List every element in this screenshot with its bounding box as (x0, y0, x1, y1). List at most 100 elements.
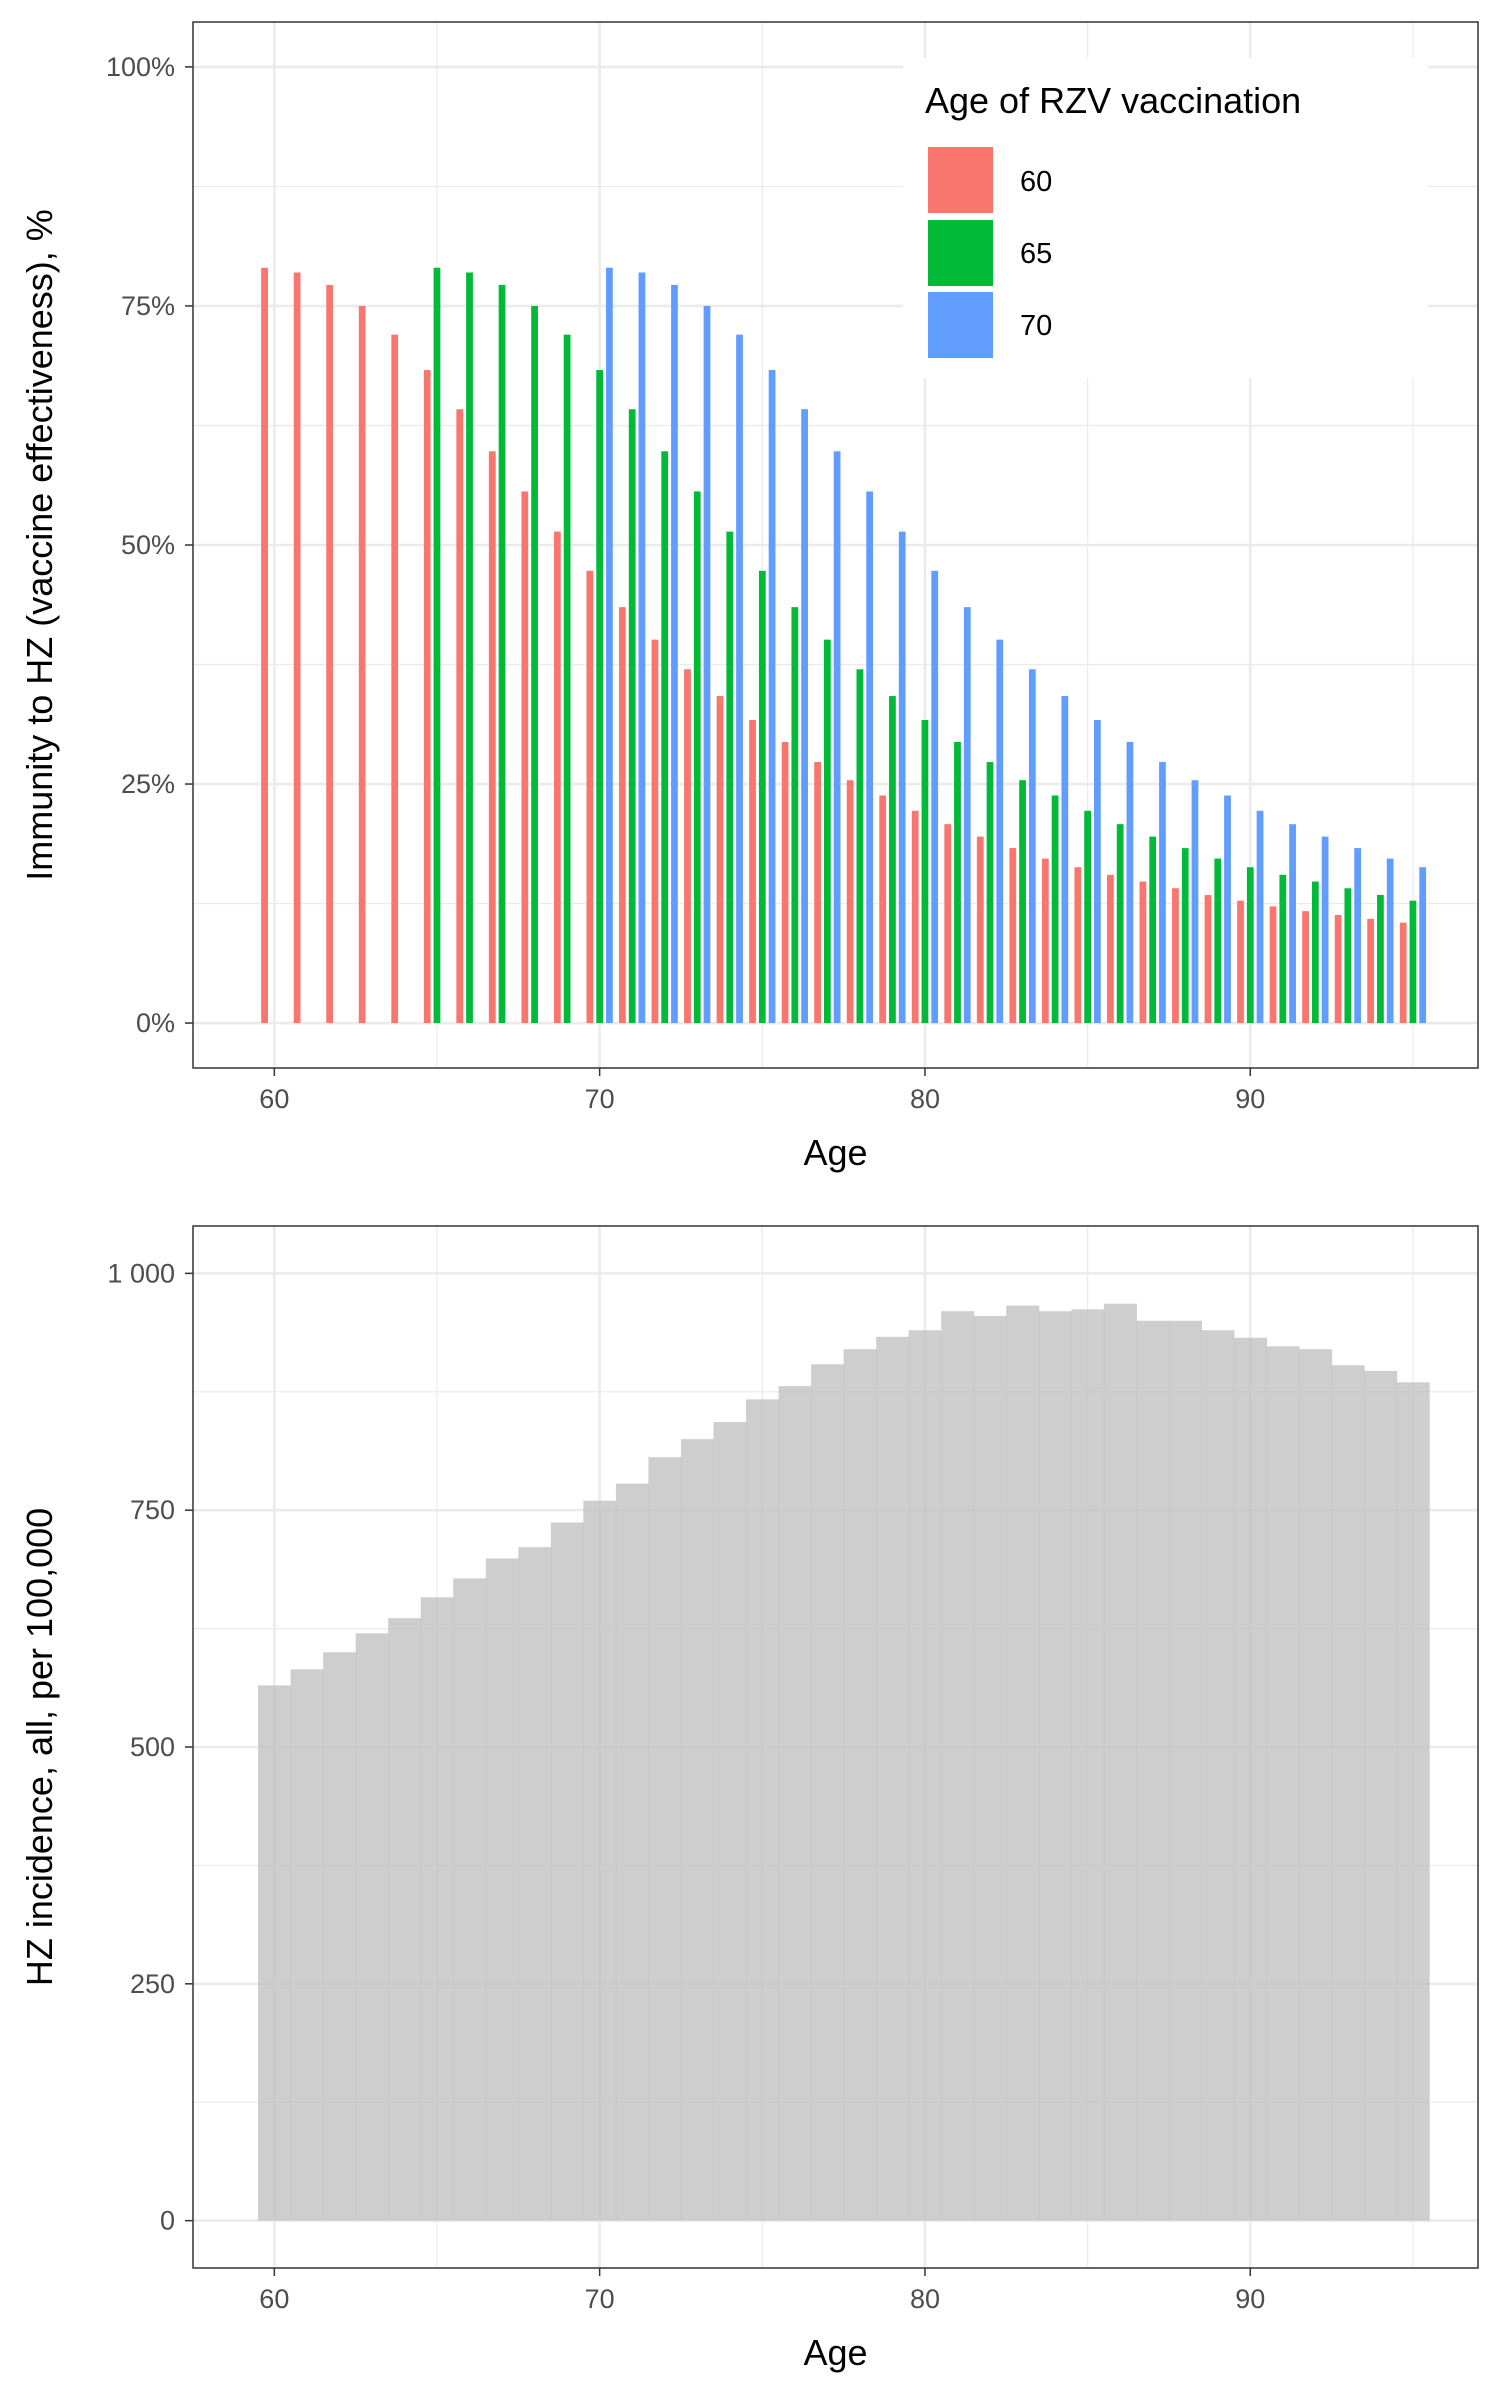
incidence-y-axis: 0 250 500 750 1 000 (107, 1258, 193, 2236)
incidence-bar-age-69 (550, 1522, 584, 2221)
bar-vacc-60-age-65 (423, 370, 431, 1024)
immunity-x-tick-label: 70 (585, 1084, 615, 1114)
bar-vacc-65-age-87 (1149, 836, 1157, 1024)
bar-vacc-60-age-83 (1009, 848, 1017, 1024)
incidence-bar-age-77 (811, 1364, 845, 2221)
incidence-bar-age-72 (648, 1457, 682, 2221)
incidence-bar-age-78 (843, 1349, 877, 2221)
bar-vacc-65-age-69 (563, 334, 571, 1024)
bar-vacc-60-age-75 (749, 719, 756, 1024)
bar-vacc-60-age-73 (684, 669, 691, 1024)
incidence-bar-age-92 (1299, 1349, 1333, 2221)
bar-vacc-65-age-84 (1051, 795, 1059, 1024)
incidence-bar-age-86 (1103, 1303, 1137, 2221)
bar-vacc-65-age-85 (1084, 810, 1091, 1024)
legend-key-65 (928, 220, 993, 286)
bar-vacc-60-age-88 (1172, 888, 1179, 1024)
bar-vacc-60-age-89 (1204, 894, 1212, 1024)
bar-vacc-60-age-68 (521, 491, 529, 1024)
bar-vacc-70-age-72 (671, 284, 678, 1024)
bar-vacc-60-age-80 (911, 810, 919, 1024)
incidence-bar-age-82 (973, 1315, 1007, 2221)
bar-vacc-70-age-85 (1094, 719, 1101, 1024)
incidence-x-tick-label: 60 (259, 2284, 289, 2314)
legend-key-70 (928, 292, 993, 358)
bar-vacc-70-age-71 (638, 272, 646, 1024)
bar-vacc-65-age-80 (921, 719, 929, 1024)
bar-vacc-60-age-86 (1107, 874, 1114, 1024)
bar-vacc-65-age-73 (693, 491, 701, 1024)
incidence-bar-age-93 (1331, 1365, 1365, 2221)
bar-vacc-65-age-79 (889, 696, 896, 1024)
incidence-bar-age-61 (290, 1669, 324, 2221)
legend-label-70: 70 (1020, 310, 1052, 342)
immunity-bars (261, 267, 1427, 1024)
bar-vacc-60-age-84 (1041, 858, 1049, 1024)
incidence-y-tick-label: 750 (130, 1495, 175, 1525)
bar-vacc-65-age-93 (1344, 888, 1352, 1024)
immunity-y-axis: 0% 25% 50% 75% 100% (106, 52, 193, 1038)
bar-vacc-60-age-92 (1302, 911, 1309, 1024)
bar-vacc-60-age-93 (1334, 915, 1342, 1024)
bar-vacc-60-age-95 (1399, 922, 1407, 1024)
bar-vacc-65-age-94 (1377, 894, 1384, 1024)
bar-vacc-60-age-85 (1074, 867, 1082, 1024)
incidence-bar-age-80 (908, 1330, 942, 2221)
immunity-x-tick-label: 90 (1235, 1084, 1265, 1114)
immunity-x-tick-label: 80 (910, 1084, 940, 1114)
bar-vacc-70-age-90 (1256, 810, 1264, 1024)
bar-vacc-65-age-67 (498, 284, 506, 1024)
bar-vacc-70-age-83 (1028, 669, 1036, 1024)
bar-vacc-70-age-92 (1321, 836, 1329, 1024)
bar-vacc-70-age-77 (833, 451, 841, 1024)
bar-vacc-70-age-89 (1224, 795, 1231, 1024)
bar-vacc-60-age-67 (488, 451, 496, 1024)
incidence-bar-age-73 (680, 1439, 715, 2221)
bar-vacc-65-age-65 (433, 267, 441, 1024)
incidence-bar-age-79 (876, 1336, 910, 2221)
bar-vacc-60-age-60 (261, 267, 268, 1024)
bar-vacc-70-age-81 (963, 607, 971, 1024)
bar-vacc-70-age-84 (1061, 696, 1069, 1024)
incidence-bar-age-60 (258, 1685, 292, 2221)
incidence-bars (258, 1303, 1430, 2221)
incidence-y-tick-label: 250 (130, 1969, 175, 1999)
bar-vacc-65-age-83 (1019, 780, 1026, 1024)
bar-vacc-65-age-86 (1116, 824, 1124, 1024)
bar-vacc-65-age-66 (466, 272, 473, 1024)
bar-vacc-60-age-69 (553, 531, 561, 1024)
bar-vacc-65-age-75 (758, 570, 766, 1024)
incidence-bar-age-75 (746, 1399, 780, 2221)
incidence-bar-age-85 (1071, 1309, 1105, 2221)
bar-vacc-60-age-70 (586, 570, 594, 1024)
immunity-y-axis-title: Immunity to HZ (vaccine effectiveness), … (19, 209, 60, 881)
incidence-x-axis-title: Age (803, 2332, 867, 2373)
incidence-bar-age-87 (1136, 1320, 1170, 2221)
incidence-bar-age-94 (1364, 1370, 1398, 2221)
bar-vacc-60-age-66 (456, 409, 464, 1024)
immunity-y-tick-label: 25% (121, 769, 175, 799)
bar-vacc-60-age-61 (293, 272, 301, 1024)
bar-vacc-70-age-86 (1126, 741, 1134, 1024)
bar-vacc-65-age-74 (726, 531, 734, 1024)
bar-vacc-65-age-95 (1409, 900, 1417, 1024)
incidence-bar-age-81 (941, 1311, 975, 2221)
incidence-x-tick-label: 70 (585, 2284, 615, 2314)
incidence-bar-age-88 (1168, 1320, 1202, 2221)
bar-vacc-60-age-76 (781, 741, 789, 1024)
legend: Age of RZV vaccination 60 65 70 (903, 58, 1428, 378)
legend-label-65: 65 (1020, 238, 1052, 270)
legend-title: Age of RZV vaccination (925, 80, 1301, 121)
bar-vacc-60-age-82 (976, 836, 984, 1024)
bar-vacc-70-age-74 (736, 334, 743, 1024)
bar-vacc-60-age-64 (391, 334, 399, 1024)
incidence-y-tick-label: 0 (160, 2206, 175, 2236)
bar-vacc-70-age-88 (1191, 780, 1199, 1024)
bar-vacc-65-age-90 (1246, 867, 1254, 1024)
bar-vacc-70-age-93 (1354, 848, 1362, 1024)
bar-vacc-65-age-77 (823, 639, 831, 1024)
bar-vacc-60-age-87 (1139, 881, 1147, 1024)
bar-vacc-60-age-63 (358, 305, 366, 1024)
bar-vacc-60-age-90 (1237, 900, 1244, 1024)
